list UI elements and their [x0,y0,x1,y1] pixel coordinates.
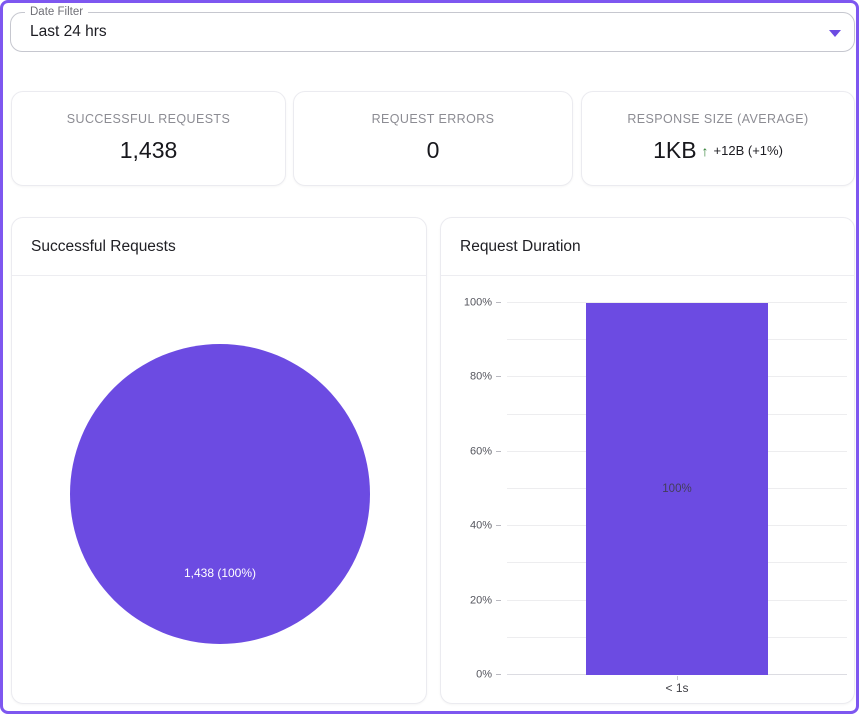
y-tick [496,450,501,452]
stat-card-response-size: RESPONSE SIZE (AVERAGE) 1KB ↑ +12B (+1%) [581,91,855,186]
bar-value-label: 100% [662,483,692,495]
successful-requests-chart-card: Successful Requests 1,438 (100%) [11,217,427,704]
y-tick-label: 80% [469,370,492,383]
y-tick-label: 60% [469,445,492,458]
pie-chart-slice[interactable]: 1,438 (100%) [70,344,370,644]
stat-value-row: 1KB ↑ +12B (+1%) [582,137,854,164]
stat-value: 1,438 [119,137,178,163]
stat-card-request-errors: REQUEST ERRORS 0 [293,91,573,186]
stat-label: REQUEST ERRORS [371,112,495,126]
stat-value: 1KB [653,137,697,163]
pie-slice-label: 1,438 (100%) [183,566,257,580]
date-filter-select[interactable]: Date Filter Last 24 hrs [10,5,855,52]
stat-value: 0 [426,137,440,163]
duration-bar[interactable]: 100% [586,303,768,675]
request-duration-chart-card: Request Duration 0% 20% 40% 60% 80% 100% 100%… [440,217,855,704]
y-tick [496,525,501,527]
bar-plot: 100% [507,302,847,680]
date-filter-label: Date Filter [25,5,89,19]
gridline [507,302,847,303]
stat-delta: +12B (+1%) [713,143,783,158]
x-axis-tick [677,676,678,680]
bar-y-axis: 0% 20% 40% 60% 80% 100% [441,297,501,680]
pie-card-title: Successful Requests [12,218,426,276]
y-tick-label: 0% [476,668,492,681]
stat-card-successful-requests: SUCCESSFUL REQUESTS 1,438 [11,91,286,186]
bar-card-title: Request Duration [441,218,854,276]
y-tick [496,376,501,378]
y-tick-label: 100% [463,296,492,309]
x-axis-category-label: < 1s [665,681,689,695]
y-tick-label: 40% [469,519,492,532]
y-tick [496,599,501,601]
trend-up-icon: ↑ [701,142,709,159]
stat-label: RESPONSE SIZE (AVERAGE) [627,112,809,126]
date-filter-value: Last 24 hrs [30,23,107,40]
y-tick-label: 20% [469,594,492,607]
y-tick [496,674,501,675]
chevron-down-icon[interactable] [829,30,841,37]
stat-label: SUCCESSFUL REQUESTS [66,112,231,126]
y-tick [496,302,501,303]
